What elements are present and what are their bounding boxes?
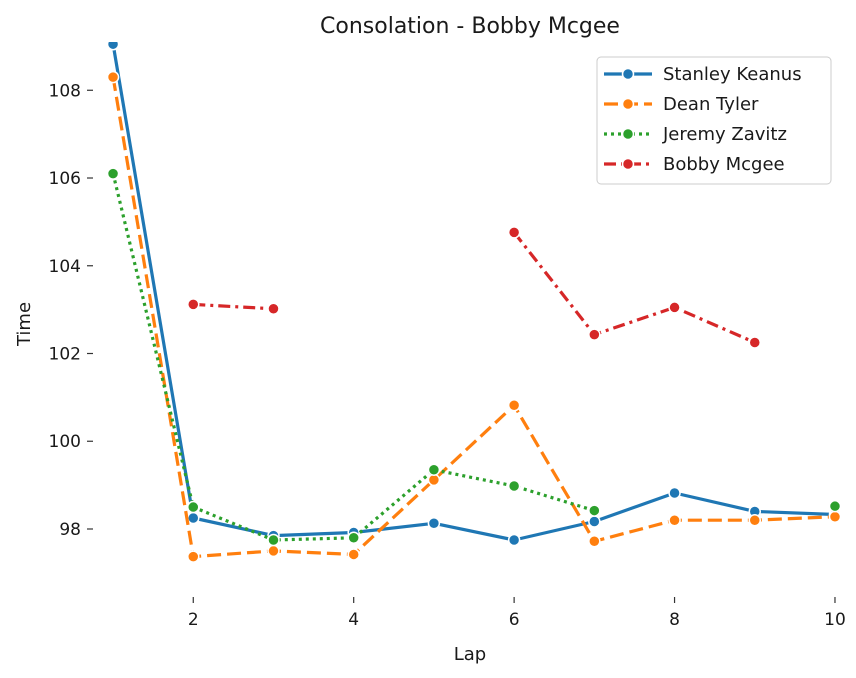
- series-jeremy-zavitz: [106, 167, 842, 547]
- data-point-dean-tyler: [507, 399, 521, 412]
- y-tick-label: 104: [49, 257, 81, 277]
- legend-label: Stanley Keanus: [663, 64, 802, 85]
- legend-box: [596, 56, 832, 185]
- y-tick-label: 98: [59, 520, 81, 540]
- data-point-jeremy-zavitz: [427, 463, 441, 477]
- data-point-bobby-mcgee: [507, 226, 521, 239]
- data-point-stanley-keanus: [507, 533, 521, 547]
- series-line-dean-tyler: [111, 76, 836, 559]
- data-point-jeremy-zavitz: [828, 499, 842, 513]
- data-point-dean-tyler: [267, 544, 280, 558]
- data-point-dean-tyler: [668, 513, 681, 527]
- legend-marker: [621, 67, 635, 81]
- series-line-bobby-mcgee: [193, 231, 756, 344]
- y-axis-ticks: 98 100 102 104 106 108: [49, 81, 93, 540]
- data-point-stanley-keanus: [668, 486, 681, 500]
- data-point-bobby-mcgee: [187, 298, 200, 311]
- series-line-jeremy-zavitz: [111, 173, 595, 542]
- data-point-jeremy-zavitz: [106, 167, 120, 180]
- legend-label: Dean Tyler: [663, 94, 759, 115]
- x-tick-label: 10: [824, 610, 846, 630]
- data-point-stanley-keanus: [187, 511, 200, 525]
- legend-item: Bobby Mcgee: [604, 154, 785, 175]
- y-tick-label: 106: [49, 169, 81, 189]
- legend: Stanley Keanus Dean Tyler Jeremy Zavitz Bob…: [596, 56, 832, 185]
- data-point-stanley-keanus: [427, 517, 441, 530]
- legend-item: Dean Tyler: [604, 94, 759, 115]
- data-point-dean-tyler: [106, 70, 120, 84]
- data-point-dean-tyler: [187, 550, 200, 563]
- data-point-jeremy-zavitz: [588, 504, 601, 517]
- legend-marker: [621, 157, 635, 171]
- data-point-stanley-keanus: [106, 42, 120, 51]
- data-point-bobby-mcgee: [668, 301, 681, 314]
- data-point-stanley-keanus: [588, 515, 601, 528]
- chart-title: Consolation - Bobby Mcgee: [320, 14, 620, 39]
- legend-marker: [621, 97, 635, 111]
- legend-label: Jeremy Zavitz: [662, 124, 787, 145]
- data-point-jeremy-zavitz: [507, 479, 521, 493]
- series-dean-tyler: [106, 70, 842, 563]
- y-axis-label: Time: [14, 302, 35, 347]
- data-point-bobby-mcgee: [267, 302, 280, 316]
- legend-label: Bobby Mcgee: [663, 154, 785, 175]
- legend-item: Stanley Keanus: [604, 64, 802, 85]
- x-tick-label: 2: [188, 610, 199, 630]
- legend-marker: [621, 127, 635, 141]
- data-point-bobby-mcgee: [588, 328, 601, 341]
- y-tick-label: 102: [49, 345, 81, 365]
- legend-item: Jeremy Zavitz: [604, 124, 787, 145]
- y-tick-label: 100: [49, 432, 81, 452]
- data-point-dean-tyler: [828, 510, 842, 523]
- data-point-dean-tyler: [748, 513, 762, 527]
- data-point-jeremy-zavitz: [267, 533, 280, 547]
- data-point-bobby-mcgee: [748, 336, 762, 349]
- x-tick-label: 6: [509, 610, 520, 630]
- x-axis-ticks: 2 4 6 8 10: [188, 597, 846, 630]
- data-point-jeremy-zavitz: [187, 500, 200, 514]
- data-point-jeremy-zavitz: [347, 531, 360, 545]
- x-axis-label: Lap: [454, 644, 486, 665]
- y-tick-label: 108: [49, 81, 81, 101]
- data-point-dean-tyler: [347, 548, 360, 561]
- data-point-dean-tyler: [588, 535, 601, 548]
- series-bobby-mcgee: [187, 226, 762, 349]
- plot-area: [106, 42, 842, 563]
- series-line-stanley-keanus: [111, 43, 836, 542]
- x-tick-label: 8: [669, 610, 680, 630]
- x-tick-label: 4: [348, 610, 359, 630]
